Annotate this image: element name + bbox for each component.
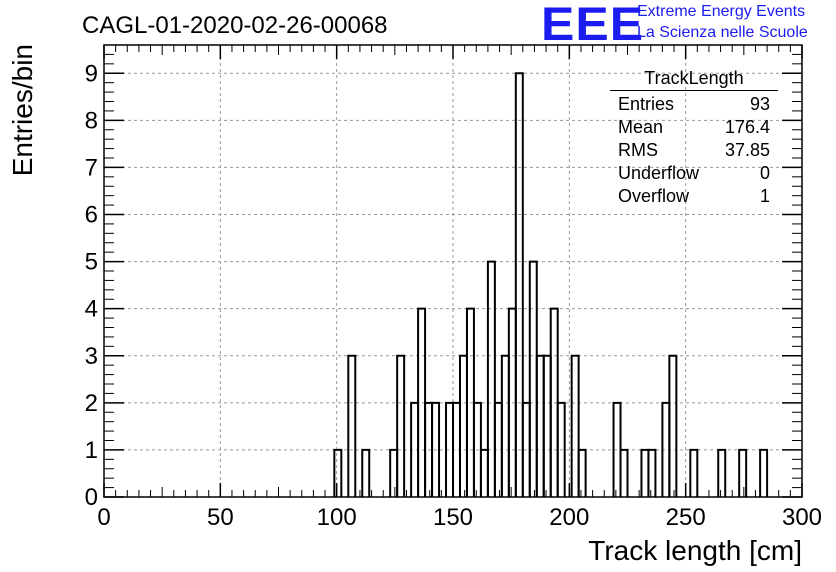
histogram-bin: [542, 354, 552, 497]
x-tick-label: 250: [666, 504, 706, 531]
histogram-bin: [577, 448, 587, 497]
histogram-bin: [619, 448, 629, 497]
y-axis: 0 1 2 3 4 5 6 7 8 9: [85, 44, 802, 511]
y-tick-label: 8: [85, 107, 98, 134]
histogram-series: [333, 72, 769, 497]
histogram-bin: [570, 354, 580, 497]
histogram-bin: [647, 448, 657, 497]
logo-caption-line2: La Scienza nelle Scuole: [637, 24, 808, 41]
stats-value: 176.4: [724, 117, 770, 137]
histogram-bin: [759, 448, 769, 497]
x-axis: 0 50 100 150 200 250 300: [97, 45, 822, 531]
histogram-bin: [738, 448, 748, 497]
histogram-bin: [361, 448, 371, 497]
histogram-bin: [500, 354, 510, 497]
eee-logo: EEE: [541, 0, 645, 51]
x-tick-label: 200: [549, 504, 589, 531]
y-tick-label: 7: [85, 154, 98, 181]
stats-value: 93: [749, 94, 770, 114]
run-title: CAGL-01-2020-02-26-00068: [82, 12, 388, 39]
histogram-bin: [556, 401, 566, 497]
histogram-bin: [333, 448, 343, 497]
histogram-bin: [479, 448, 489, 497]
histogram-bin: [347, 354, 357, 497]
histogram-bin: [396, 354, 406, 497]
y-tick-label: 6: [85, 202, 98, 229]
stats-label: Underflow: [618, 163, 700, 183]
stats-box: TrackLength Entries 93 Mean 176.4 RMS 37…: [610, 67, 778, 208]
x-tick-label: 300: [782, 504, 822, 531]
stats-row-entries: Entries 93: [610, 93, 778, 116]
stats-row-mean: Mean 176.4: [610, 116, 778, 139]
stats-row-underflow: Underflow 0: [610, 162, 778, 185]
histogram-bin: [486, 260, 496, 497]
stats-separator: [610, 90, 778, 91]
y-tick-label: 9: [85, 60, 98, 87]
stats-value: 1: [759, 186, 770, 206]
y-tick-label: 5: [85, 249, 98, 276]
x-tick-label: 100: [317, 504, 357, 531]
histogram-bin: [535, 354, 545, 497]
histogram-bin: [640, 448, 650, 497]
logo-caption-line1: Extreme Energy Events: [637, 3, 806, 20]
histogram-bin: [458, 354, 468, 497]
x-tick-label: 150: [433, 504, 473, 531]
histogram-bin: [528, 260, 538, 497]
histogram-bin: [668, 354, 678, 497]
y-axis-label: Entries/bin: [7, 44, 38, 176]
stats-label: RMS: [618, 140, 658, 160]
histogram-bin: [389, 448, 399, 497]
stats-label: Overflow: [618, 186, 690, 206]
stats-row-overflow: Overflow 1: [610, 185, 778, 208]
x-tick-label: 0: [97, 504, 110, 531]
y-tick-label: 2: [85, 390, 98, 417]
stats-label: Entries: [618, 94, 675, 114]
histogram-bin: [689, 448, 699, 497]
stats-value: 37.85: [724, 140, 770, 160]
stats-label: Mean: [618, 117, 664, 137]
histogram-bin: [717, 448, 727, 497]
y-tick-label: 1: [85, 437, 98, 464]
histogram-bin: [514, 72, 524, 497]
y-tick-label: 3: [85, 343, 98, 370]
stats-title: TrackLength: [644, 68, 744, 88]
stats-value: 0: [759, 163, 770, 183]
x-tick-label: 50: [207, 504, 234, 531]
y-tick-label: 4: [85, 296, 98, 323]
stats-row-rms: RMS 37.85: [610, 139, 778, 162]
y-tick-label: 0: [85, 484, 98, 511]
x-axis-label: Track length [cm]: [588, 535, 802, 566]
histogram-bin: [431, 401, 441, 497]
